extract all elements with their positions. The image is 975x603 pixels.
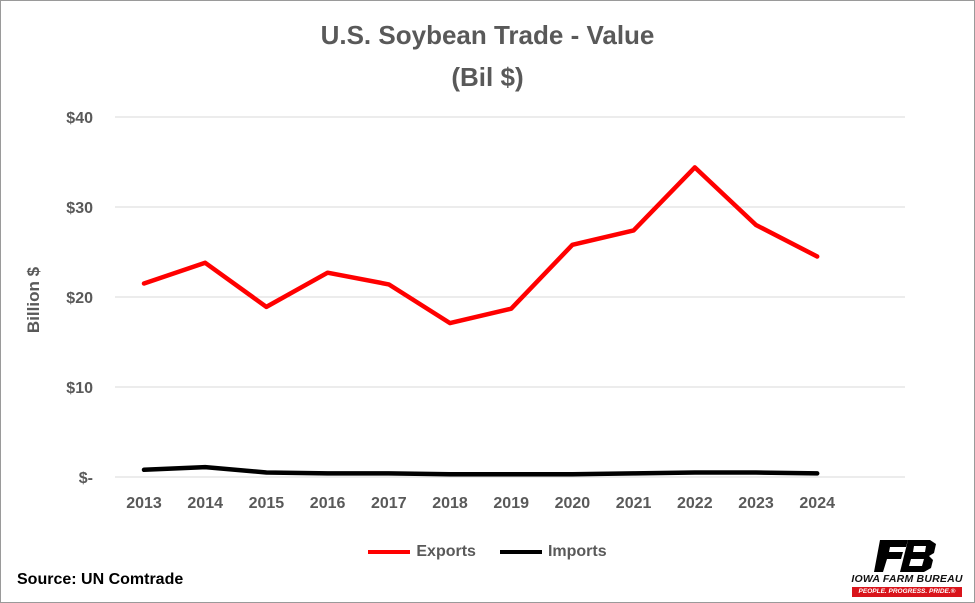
y-axis-label: Billion $ [24, 266, 43, 333]
x-tick-label: 2020 [555, 495, 591, 512]
iowa-farm-bureau-logo: IOWA FARM BUREAU PEOPLE. PROGRESS. PRIDE… [848, 540, 966, 598]
x-tick-label: 2015 [249, 495, 285, 512]
x-tick-label: 2019 [493, 495, 529, 512]
x-tick-label: 2021 [616, 495, 652, 512]
y-axis-ticks: $- $10 $20 $30 $40 [66, 110, 93, 487]
farm-bureau-mark-icon [874, 540, 936, 572]
logo-name: IOWA FARM BUREAU [851, 573, 963, 585]
y-tick-label: $40 [66, 110, 93, 127]
x-tick-label: 2017 [371, 495, 407, 512]
x-tick-label: 2023 [738, 495, 774, 512]
y-tick-label: $10 [66, 380, 93, 397]
y-tick-label: $- [79, 470, 93, 487]
legend: Exports Imports [0, 543, 975, 561]
legend-label-imports: Imports [547, 543, 607, 560]
y-tick-label: $30 [66, 200, 93, 217]
chart-subtitle: (Bil $) [451, 62, 524, 92]
x-tick-label: 2022 [677, 495, 713, 512]
legend-item-imports: Imports [499, 543, 607, 561]
legend-swatch-imports [499, 550, 542, 554]
chart-title: U.S. Soybean Trade - Value [320, 20, 655, 50]
y-tick-label: $20 [66, 290, 93, 307]
x-axis-ticks: 2013 2014 2015 2016 2017 2018 2019 2020 2021 2022… [126, 495, 835, 512]
x-tick-label: 2016 [310, 495, 346, 512]
x-tick-label: 2018 [432, 495, 468, 512]
source-note: Source: UN Comtrade [17, 571, 184, 588]
series-line-exports [141, 165, 820, 326]
legend-item-exports: Exports [368, 543, 476, 561]
legend-swatch-exports [368, 550, 411, 554]
series-line-imports [141, 464, 820, 477]
series-lines [141, 165, 820, 477]
legend-label-exports: Exports [416, 543, 476, 560]
x-tick-label: 2024 [799, 495, 835, 512]
x-tick-label: 2014 [187, 495, 223, 512]
gridlines [115, 116, 905, 478]
logo-tagline: PEOPLE. PROGRESS. PRIDE.® [852, 587, 962, 597]
x-tick-label: 2013 [126, 495, 162, 512]
